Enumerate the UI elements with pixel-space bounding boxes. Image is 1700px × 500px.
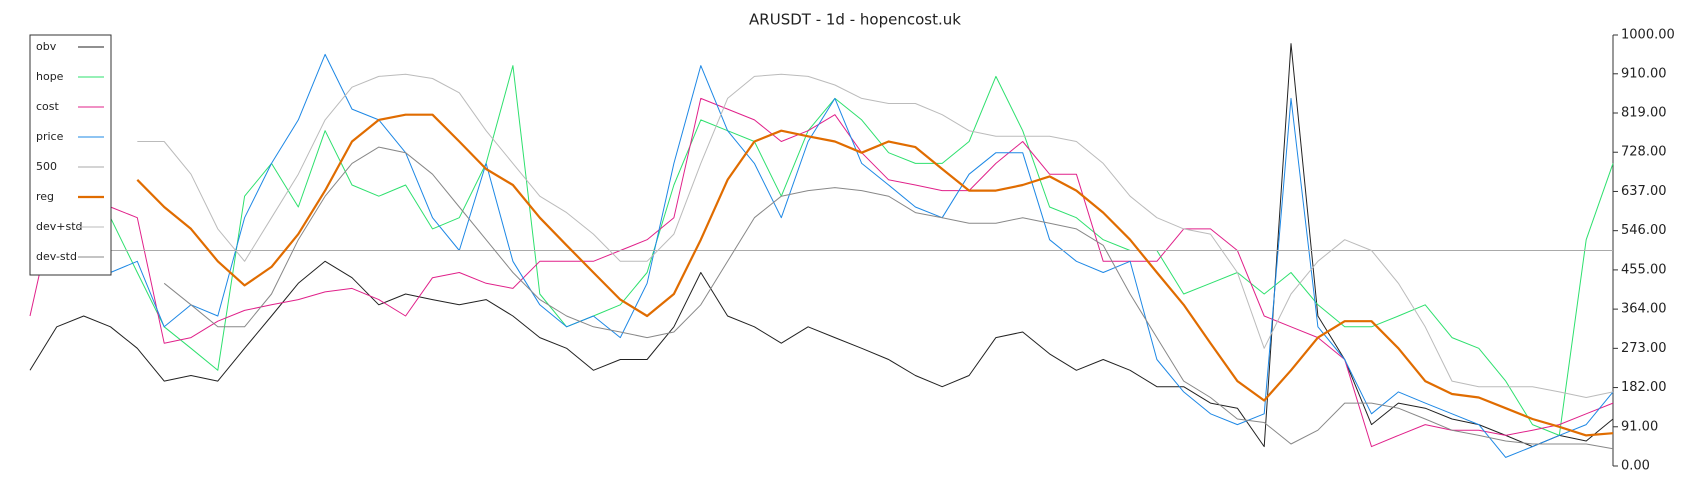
y-tick-label: 364.00 bbox=[1621, 302, 1667, 317]
legend-label: price bbox=[36, 130, 64, 143]
legend-label: dev+std bbox=[36, 220, 83, 233]
y-tick-label: 182.00 bbox=[1621, 380, 1667, 395]
series-line bbox=[137, 73, 1614, 398]
series-line bbox=[136, 113, 1614, 437]
series-line bbox=[29, 97, 1614, 448]
y-tick-label: 819.00 bbox=[1621, 106, 1667, 121]
y-tick-label: 910.00 bbox=[1621, 66, 1667, 81]
legend-label: 500 bbox=[36, 160, 57, 173]
legend-label: hope bbox=[36, 70, 64, 83]
y-tick-label: 546.00 bbox=[1621, 223, 1667, 238]
chart-title: ARUSDT - 1d - hopencost.uk bbox=[749, 11, 961, 29]
legend-label: dev-std bbox=[36, 250, 77, 263]
series-line bbox=[163, 146, 1614, 450]
y-tick-label: 637.00 bbox=[1621, 184, 1667, 199]
legend-box bbox=[29, 34, 112, 276]
y-tick-label: 273.00 bbox=[1621, 341, 1667, 356]
series-line bbox=[29, 53, 1614, 458]
y-tick-label: 91.00 bbox=[1621, 419, 1658, 434]
y-tick-label: 728.00 bbox=[1621, 145, 1667, 160]
y-tick-label: 0.00 bbox=[1621, 459, 1650, 474]
series-line bbox=[29, 43, 1614, 448]
legend-label: reg bbox=[36, 190, 54, 203]
series-line bbox=[110, 65, 1614, 436]
y-tick-label: 455.00 bbox=[1621, 262, 1667, 277]
legend-label: obv bbox=[36, 40, 57, 53]
y-tick-label: 1000.00 bbox=[1621, 28, 1675, 43]
legend-label: cost bbox=[36, 100, 60, 113]
